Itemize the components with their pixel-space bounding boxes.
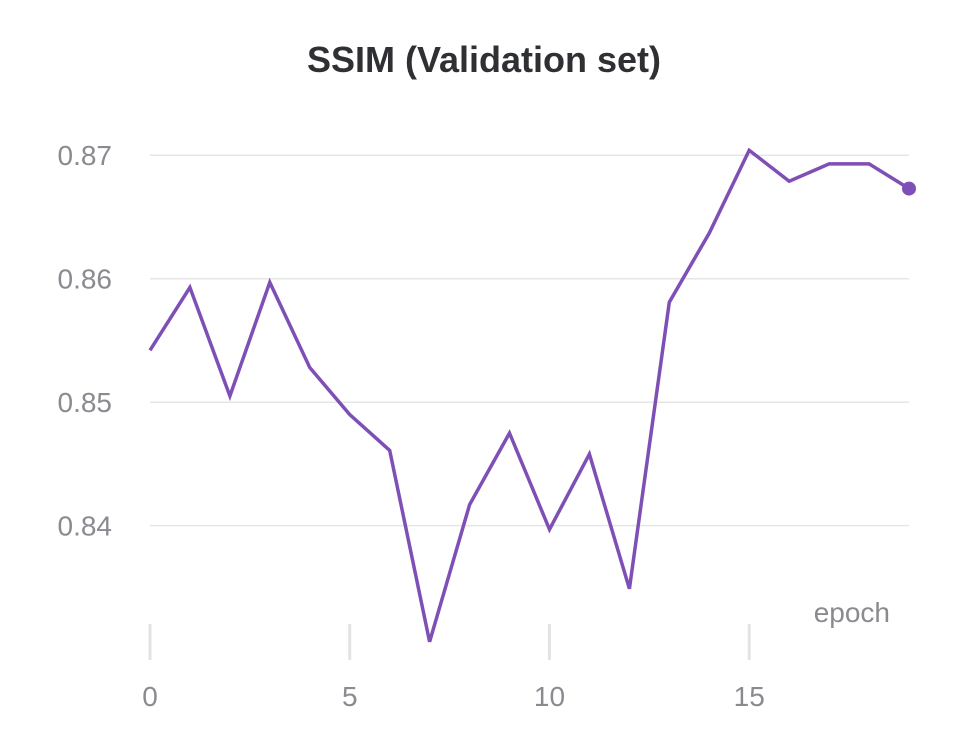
series-line — [148, 147, 910, 643]
x-tick-label: 5 — [342, 681, 358, 712]
x-axis: 0 5 10 15 — [142, 624, 765, 712]
y-axis: 0.84 0.85 0.86 0.87 — [58, 140, 113, 541]
series-layer — [148, 147, 916, 643]
y-tick-label: 0.85 — [58, 387, 113, 418]
chart-title: SSIM (Validation set) — [307, 39, 661, 80]
y-tick-label: 0.87 — [58, 140, 113, 171]
x-axis-label: epoch — [814, 597, 890, 628]
x-tick-label: 15 — [734, 681, 765, 712]
y-tick-label: 0.86 — [58, 264, 113, 295]
x-tick-label: 0 — [142, 681, 158, 712]
x-tick-label: 10 — [534, 681, 565, 712]
y-tick-label: 0.84 — [58, 511, 113, 542]
grid-layer — [150, 154, 909, 527]
series-end-point — [902, 181, 916, 196]
